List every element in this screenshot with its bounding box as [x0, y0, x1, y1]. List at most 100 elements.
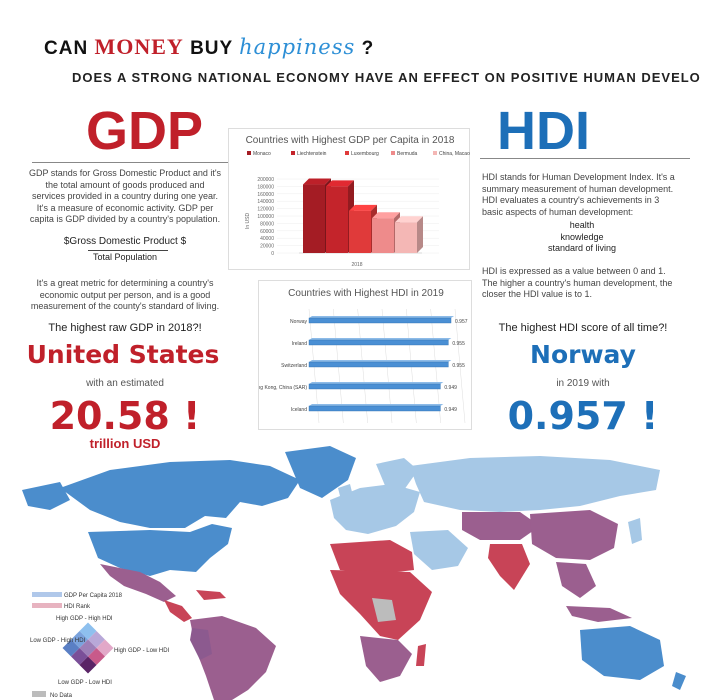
legend-nodata-swatch — [32, 691, 46, 697]
legend-label: Liechtenstein — [297, 151, 327, 157]
title-buy: BUY — [190, 38, 233, 59]
gdp-heading: GDP — [86, 101, 204, 161]
gdp-chart-svg: Countries with Highest GDP per Capita in… — [245, 135, 482, 268]
map-mexico — [100, 564, 176, 602]
map-uk — [338, 484, 354, 504]
legend-swatch — [433, 151, 437, 155]
subtitle: DOES A STRONG NATIONAL ECONOMY HAVE AN E… — [72, 70, 701, 85]
legend-swatch — [291, 151, 295, 155]
map-indonesia — [566, 606, 632, 622]
bar — [326, 186, 348, 253]
hdi-description: HDI stands for Human Development Index. … — [482, 172, 675, 217]
hdi-aspect: standard of living — [547, 243, 617, 254]
legend-low-low: Low GDP - Low HDI — [58, 680, 112, 686]
legend-swatch — [247, 151, 251, 155]
map-africa-south — [360, 636, 412, 682]
hdi-bar — [308, 383, 441, 390]
gdp-value: 20.58 ! — [49, 394, 201, 438]
bar-top — [349, 204, 377, 211]
bar — [349, 210, 371, 253]
legend-cell — [96, 639, 114, 657]
gdp-question: The highest raw GDP in 2018?! — [48, 322, 202, 334]
legend-high-low: High GDP - Low HDI — [114, 648, 170, 654]
map-peru — [190, 628, 212, 660]
title-happiness: happiness — [239, 35, 356, 59]
title-money: MONEY — [94, 34, 184, 59]
map-caribbean — [196, 590, 226, 600]
map-legend: GDP Per Capita 2018 HDI Rank High GDP - … — [30, 592, 170, 699]
hdi-value-label: 0.955 — [452, 341, 465, 347]
map-india — [488, 544, 530, 590]
y-tick-label: 80000 — [260, 221, 274, 227]
hdi-description-2: HDI is expressed as a value between 0 an… — [482, 266, 673, 300]
hdi-category-label: Switzerland — [281, 363, 307, 369]
hdi-value-label: 0.949 — [444, 407, 457, 413]
gdp-with-text: with an estimated — [86, 378, 164, 389]
y-tick-label: 120000 — [257, 207, 274, 213]
bar-top — [326, 180, 354, 187]
hdi-divider — [480, 158, 690, 159]
hdi-bar — [308, 339, 449, 346]
gdp-unit: trillion USD — [89, 436, 161, 451]
y-tick-label: 200000 — [257, 177, 274, 183]
hdi-chart-title: Countries with Highest HDI in 2019 — [288, 288, 444, 299]
legend-hdi-swatch — [32, 603, 62, 608]
gdp-formula-numerator: $Gross Domestic Product $ — [63, 236, 187, 247]
map-se-asia — [556, 562, 596, 598]
gdp-chart-category: 2018 — [351, 262, 362, 268]
hdi-chart-bars: Norway 0.957 Ireland 0.955 Switzerland 0.955 H… — [251, 316, 468, 413]
y-tick-label: 0 — [271, 251, 274, 257]
map-canada — [60, 460, 300, 528]
world-map — [22, 446, 686, 700]
main-title: CAN MONEY BUY happiness ? — [44, 34, 374, 60]
hdi-bar — [308, 361, 449, 368]
hdi-bar — [308, 405, 441, 412]
gdp-chart-ylabel: In USD — [245, 213, 251, 230]
gdp-top-country: United States — [26, 340, 220, 369]
hdi-value: 0.957 ! — [507, 394, 659, 438]
hdi-heading: HDI — [497, 101, 590, 161]
hdi-bar — [308, 317, 452, 324]
bar-top — [309, 316, 455, 318]
hdi-category-label: Hong Kong, China (SAR) — [259, 385, 307, 391]
bar-top — [309, 338, 452, 340]
hdi-value-label: 0.955 — [452, 363, 465, 369]
bar-side — [417, 216, 423, 253]
hdi-category-label: Norway — [290, 319, 307, 325]
map-australia — [580, 626, 664, 680]
map-central-america — [164, 600, 192, 622]
map-greenland — [285, 446, 356, 498]
gdp-chart: Countries with Highest GDP per Capita in… — [228, 128, 482, 270]
gdp-chart-legend: Monaco Liechtenstein Luxembourg Bermuda Chin… — [247, 151, 482, 157]
hdi-top-country: Norway — [530, 340, 636, 369]
legend-cell — [62, 639, 80, 657]
legend-bivariate-grid — [62, 622, 114, 674]
hdi-category-label: Ireland — [292, 341, 308, 347]
hdi-value-label: 0.949 — [444, 385, 457, 391]
hdi-aspects-list: health knowledge standard of living — [482, 220, 682, 255]
legend-gdp-label: GDP Per Capita 2018 — [64, 593, 123, 599]
map-new-zealand — [672, 672, 686, 690]
gdp-description: GDP stands for Gross Domestic Product an… — [28, 168, 222, 225]
hdi-question: The highest HDI score of all time?! — [498, 322, 668, 334]
map-central-asia — [462, 512, 540, 540]
bar-top — [309, 382, 444, 384]
map-alaska — [22, 482, 70, 510]
bar-top — [309, 404, 444, 406]
map-madagascar — [416, 644, 426, 666]
legend-label: Monaco — [253, 151, 271, 157]
bar-top — [303, 178, 331, 185]
map-africa-nodata — [372, 598, 396, 622]
y-tick-label: 100000 — [257, 214, 274, 220]
bar-top — [395, 216, 423, 223]
title-can: CAN — [44, 38, 89, 59]
hdi-chart: Countries with Highest HDI in 2019 Norwa… — [251, 280, 472, 430]
hdi-with-text: in 2019 with — [556, 378, 610, 389]
map-usa — [88, 524, 232, 576]
legend-gdp-swatch — [32, 592, 62, 597]
y-tick-label: 140000 — [257, 199, 274, 205]
bar-top — [309, 360, 452, 362]
legend-label: China, Macao SAR — [439, 151, 471, 157]
gdp-description-2: It's a great metric for determining a co… — [30, 278, 220, 312]
gdp-chart-bars — [303, 178, 423, 253]
